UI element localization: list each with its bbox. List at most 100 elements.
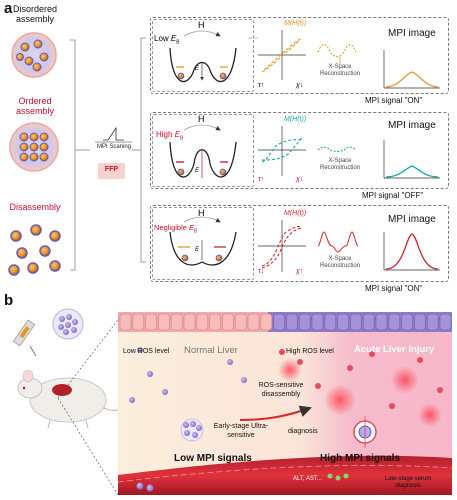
hepatocyte-cell [170,313,183,331]
alt-ast-label: ALT, AST... [293,476,322,482]
row1-energy-prefix: Low [154,34,169,43]
row3-chi: χ↑ [296,268,304,275]
row2-energy-well [169,124,237,178]
row1-field-h: H [198,20,205,30]
hepatocyte-cell [132,313,145,331]
hepatocyte-cell [234,313,247,331]
row1-mpi-image-label: MPI image [388,28,436,39]
row2-tau: τ↑ [258,176,265,183]
hepatocyte-cell [388,313,401,331]
disordered-assembly-label: Disordered assembly [12,4,58,24]
row3-mpi-image-label: MPI image [388,214,436,225]
ros-markers [279,349,443,409]
late-stage-label: Late-stage serum diagnosis [384,476,432,489]
hepatocyte-cell [209,313,221,331]
row1-energy-sub: B [176,39,180,46]
row-graphics [169,30,440,272]
row2-mpi-image [383,140,440,179]
row2-xspace: X-Space Reconstruction [319,158,361,171]
row1-energy-label: Low EB [154,34,180,46]
hepatocyte-cell [401,313,413,331]
acute-injury-label: Acute Liver Injury [354,344,435,355]
row3-field-h: H [198,208,205,218]
hepatocyte-cell [196,313,209,331]
row3-energy-sub: B [194,228,198,235]
row1-energy-symbol: E [170,34,177,43]
hepatocyte-cell [426,313,439,331]
hepatocyte-cell [439,313,452,331]
panel-b-graphics [12,308,453,496]
mpi-target-icon [353,416,377,448]
left-column-graphics [8,32,146,276]
ros-disassembly-label: ROS-sensitive disassembly [258,382,304,398]
hepatocyte-cell [286,313,298,331]
row3-tau: τ↓ [258,268,265,275]
panel-a-letter: a [4,0,13,17]
row3-energy-prefix: Negligible [154,223,187,232]
hepatocyte-cell [222,313,234,331]
row3-mpi-image [383,232,440,271]
hepatocyte-cell [362,313,375,331]
row3-xspace-signal [317,231,359,253]
row3-signal: MPI signal "ON" [365,284,423,293]
early-stage-label: Early-stage Ultra-sensitive [213,423,269,439]
hepatocyte-cell [414,313,426,331]
mpi-scanning-label: MPI Scaning [96,144,132,150]
row2-mpi-image-label: MPI image [388,120,436,131]
row3-energy-label: Negligible EB [154,223,197,235]
row1-xspace: X-Space Reconstruction [319,64,361,77]
low-mpi-signals-label: Low MPI signals [174,453,252,464]
row3-xspace: X-Space Reconstruction [319,256,361,269]
row2-energy-symbol: E [174,130,181,139]
disordered-assembly-particle [11,32,57,78]
row3-e-label: E [195,247,200,253]
syringe-icon [12,319,37,357]
nanoparticle-cluster [180,418,204,442]
row3-m-label: M(H(t)) [284,210,307,217]
row1-xspace-signal [317,44,357,64]
serum-markers [327,473,349,481]
hepatocyte-cell [298,313,311,331]
hepatocyte-cell [324,313,337,331]
row1-e-label: E [195,66,200,72]
normal-liver-particles [129,347,247,403]
ordered-assembly-label: Ordered assembly [15,96,54,116]
row2-energy-prefix: High [156,130,173,139]
hepatocyte-cell [311,313,324,331]
row3-mh-loop [258,220,306,272]
ordered-assembly-particle [9,122,59,172]
row1-mpi-image [383,50,440,89]
high-ros-label: High ROS level [286,348,334,355]
ffp-label: FFP [104,166,119,173]
row2-chi: χ↓ [296,176,304,183]
row1-tau: τ↑ [258,82,265,89]
nanoparticle-bubble [52,308,84,340]
hepatocyte-cell [247,313,260,331]
row1-m-label: M(H(t)) [284,20,307,27]
disassembly-particles [8,224,61,276]
row2-energy-label: High EB [156,130,183,142]
row2-xspace-signal [317,146,357,152]
row2-mh-loop [258,126,306,176]
row1-signal: MPI signal "ON" [365,96,423,105]
mouse-icon [17,369,139,429]
vessel-particles [136,482,154,492]
hepatocyte-cell [350,313,362,331]
blood-vessel [118,455,452,495]
row2-e-label: E [195,168,200,174]
hepatocyte-cell [260,313,273,331]
normal-liver-label: Normal Liver [184,345,238,356]
hepatocyte-cell [158,313,170,331]
hepatocyte-cell [183,313,196,331]
hepatocyte-cell [375,313,388,331]
disassembly-label: Disassembly [9,202,61,212]
hepatocyte-cell [273,313,285,331]
row3-energy-symbol: E [189,223,195,232]
row1-energy-well [169,30,237,83]
hepatocyte-cell [337,313,349,331]
row2-energy-sub: B [180,135,184,142]
liver-tissue [118,312,452,477]
hepatocyte-cell [145,313,157,331]
hepatocyte-cell [119,313,132,331]
row1-mh-loop [258,30,306,80]
